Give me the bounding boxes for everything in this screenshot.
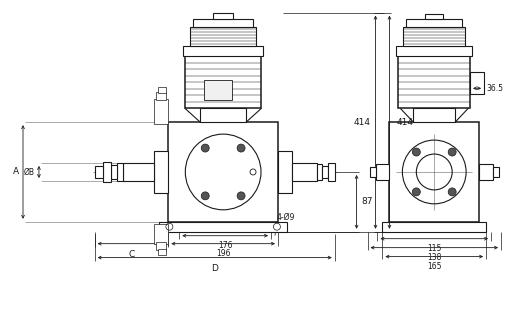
Text: 115: 115 [427, 244, 441, 253]
Bar [413, 108, 455, 122]
Circle shape [412, 148, 420, 156]
Bar [213, 13, 233, 19]
Bar [185, 57, 261, 108]
Bar [317, 164, 322, 180]
Bar [389, 122, 479, 222]
Circle shape [237, 144, 245, 152]
Text: 165: 165 [427, 262, 441, 270]
Bar [157, 242, 166, 250]
Bar [204, 80, 232, 100]
Bar [168, 122, 278, 222]
Bar [111, 165, 116, 179]
Bar [154, 151, 168, 193]
Text: 138: 138 [427, 253, 441, 262]
Text: 4-Ø9: 4-Ø9 [277, 213, 295, 222]
Bar [328, 163, 335, 181]
Bar [322, 166, 328, 178]
Bar [190, 26, 256, 46]
Text: 36.5: 36.5 [486, 84, 503, 93]
Bar [493, 167, 499, 177]
Circle shape [201, 192, 209, 200]
Bar [278, 151, 292, 193]
Text: 196: 196 [216, 249, 230, 258]
Bar [154, 224, 168, 244]
Bar [160, 222, 287, 232]
Bar [479, 164, 493, 180]
Bar [184, 46, 263, 57]
Bar [116, 163, 123, 181]
Text: 176: 176 [218, 241, 232, 250]
Bar [193, 19, 253, 26]
Text: D: D [211, 264, 218, 273]
Text: 414: 414 [396, 118, 413, 127]
Text: C: C [128, 250, 135, 259]
Circle shape [448, 188, 456, 196]
Bar [200, 108, 246, 122]
Bar [398, 57, 470, 108]
Text: ØB: ØB [24, 167, 35, 177]
Circle shape [237, 192, 245, 200]
Circle shape [201, 144, 209, 152]
Bar [383, 222, 486, 232]
Bar [159, 249, 166, 255]
Bar [159, 87, 166, 93]
Bar [370, 167, 375, 177]
Text: A: A [13, 167, 19, 177]
Bar [102, 162, 111, 182]
Bar [375, 164, 389, 180]
Bar [404, 26, 465, 46]
Bar [396, 46, 472, 57]
Bar [470, 72, 484, 94]
Text: ◆ LENO: ◆ LENO [209, 85, 227, 90]
Circle shape [412, 188, 420, 196]
Text: 87: 87 [361, 197, 373, 206]
Circle shape [448, 148, 456, 156]
Text: 414: 414 [354, 118, 371, 127]
Bar [95, 166, 102, 178]
Bar [123, 163, 154, 181]
Bar [425, 14, 443, 19]
Bar [157, 92, 166, 100]
Bar [292, 163, 317, 181]
Text: 计量: 计量 [215, 92, 221, 97]
Bar [154, 99, 168, 124]
Bar [406, 19, 462, 26]
